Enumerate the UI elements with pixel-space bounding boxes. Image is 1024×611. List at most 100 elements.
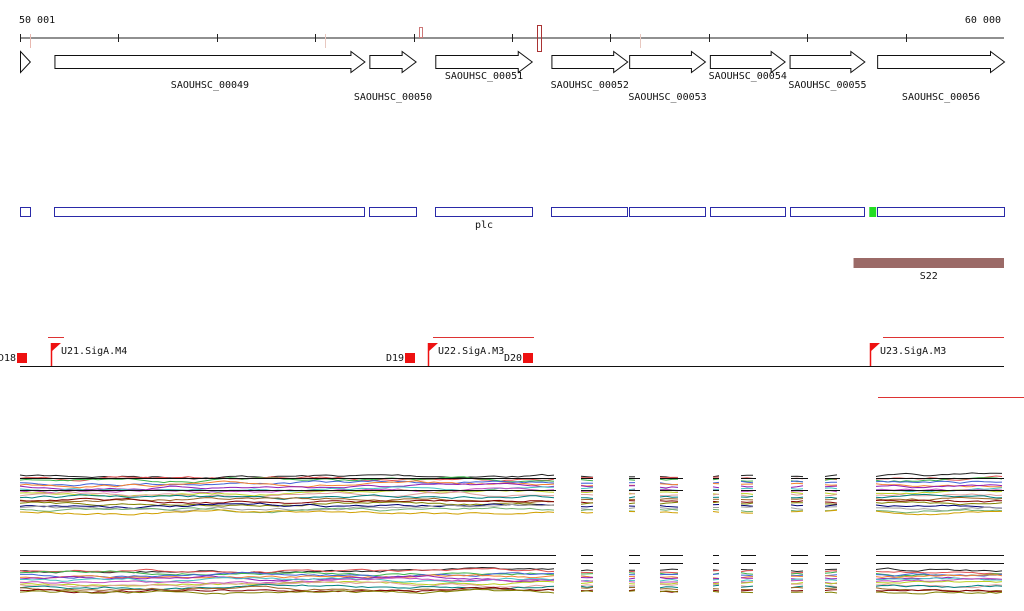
expression-trace xyxy=(740,572,754,575)
expression-trace xyxy=(790,498,804,500)
expression-trace xyxy=(875,574,1003,578)
expression-trace xyxy=(824,481,838,484)
expression-trace xyxy=(824,501,838,504)
gene-label: SAOUHSC_00051 xyxy=(445,71,523,82)
expression-trace xyxy=(824,571,838,574)
promoter-flag[interactable] xyxy=(428,343,438,352)
expression-trace xyxy=(19,585,555,592)
expression-trace xyxy=(712,501,720,504)
expression-trace xyxy=(875,504,1003,509)
gene-arrow[interactable] xyxy=(20,50,32,74)
expression-trace xyxy=(628,492,636,495)
expression-trace xyxy=(659,500,679,502)
ruler-start-label: 50 001 xyxy=(19,15,55,26)
expression-trace xyxy=(875,508,1003,514)
expression-trace xyxy=(790,578,804,581)
expression-trace xyxy=(824,503,838,505)
expression-trace xyxy=(824,485,838,488)
expression-trace xyxy=(659,501,679,505)
expression-trace xyxy=(875,501,1003,506)
feature-box[interactable] xyxy=(551,207,628,217)
expression-trace xyxy=(740,490,754,493)
terminator-label: D18 xyxy=(0,353,16,364)
expression-trace xyxy=(824,506,838,508)
feature-box[interactable] xyxy=(710,207,786,217)
promoter-flag[interactable] xyxy=(51,343,61,352)
feature-box[interactable] xyxy=(435,207,533,217)
gene-arrow[interactable] xyxy=(789,50,866,74)
gene-arrow[interactable] xyxy=(629,50,707,74)
expression-trace xyxy=(875,484,1003,489)
expression-trace xyxy=(740,480,754,484)
coordinate-ruler: 50 001 60 000 xyxy=(19,15,1004,52)
expression-trace xyxy=(581,494,594,496)
gene-label: SAOUHSC_00055 xyxy=(788,80,866,91)
expression-trace xyxy=(824,474,838,477)
region-bar[interactable] xyxy=(853,258,1004,268)
expression-trace xyxy=(790,482,804,485)
expression-trace xyxy=(19,570,555,577)
expression-trace xyxy=(712,486,720,489)
expression-trace xyxy=(824,591,838,594)
expression-trace xyxy=(580,585,594,588)
terminator-label: D20 xyxy=(504,353,522,364)
gene-arrow[interactable] xyxy=(877,50,1006,74)
expression-trace xyxy=(740,581,754,584)
expression-trace xyxy=(580,479,594,482)
expression-trace xyxy=(740,510,754,513)
expression-trace xyxy=(790,504,804,507)
expression-trace xyxy=(659,582,679,585)
expression-trace xyxy=(712,478,720,481)
feature-box[interactable] xyxy=(20,207,31,217)
expression-trace xyxy=(580,502,594,505)
expression-trace xyxy=(19,567,555,574)
expression-trace xyxy=(790,582,804,585)
feature-track: plc xyxy=(20,207,1005,231)
expression-trace xyxy=(580,590,594,593)
gene-arrow[interactable] xyxy=(435,50,534,74)
feature-marker xyxy=(869,207,877,217)
gene-label: SAOUHSC_00056 xyxy=(902,92,980,103)
expression-trace xyxy=(659,511,679,514)
expression-trace xyxy=(824,504,838,507)
expression-trace xyxy=(19,575,555,583)
feature-box[interactable] xyxy=(629,207,706,217)
expression-trace xyxy=(740,577,754,579)
expression-trace xyxy=(824,579,838,581)
expression-trace xyxy=(659,588,679,591)
gene-arrow[interactable] xyxy=(551,50,629,74)
promoter-flag[interactable] xyxy=(870,343,880,352)
gene-arrow[interactable] xyxy=(369,50,417,74)
expression-trace xyxy=(19,577,555,585)
terminator-marker[interactable] xyxy=(17,353,27,363)
terminator-marker[interactable] xyxy=(523,353,533,363)
expression-trace xyxy=(581,497,594,499)
gene-label: SAOUHSC_00053 xyxy=(628,92,706,103)
expression-trace xyxy=(790,493,804,496)
feature-box[interactable] xyxy=(877,207,1005,217)
expression-trace xyxy=(659,486,679,489)
expression-trace xyxy=(580,505,594,508)
expression-trace xyxy=(740,579,754,582)
feature-box[interactable] xyxy=(790,207,865,217)
expression-trace xyxy=(740,495,754,498)
expression-trace xyxy=(19,501,554,507)
gene-arrow[interactable] xyxy=(54,50,366,74)
feature-box[interactable] xyxy=(369,207,417,217)
expression-trace xyxy=(659,491,679,493)
expression-trace xyxy=(712,590,720,593)
feature-box[interactable] xyxy=(54,207,365,217)
expression-trace xyxy=(580,569,594,572)
expression-trace xyxy=(628,507,636,509)
gene-arrow[interactable] xyxy=(709,50,786,74)
expression-trace xyxy=(19,482,555,491)
gene-label: SAOUHSC_00049 xyxy=(171,80,249,91)
expression-trace xyxy=(875,577,1003,581)
expression-trace xyxy=(824,498,838,501)
expression-trace xyxy=(875,567,1003,573)
expression-trace xyxy=(659,584,679,586)
terminator-marker[interactable] xyxy=(405,353,415,363)
expression-trace xyxy=(659,586,679,589)
expression-trace xyxy=(659,507,679,510)
